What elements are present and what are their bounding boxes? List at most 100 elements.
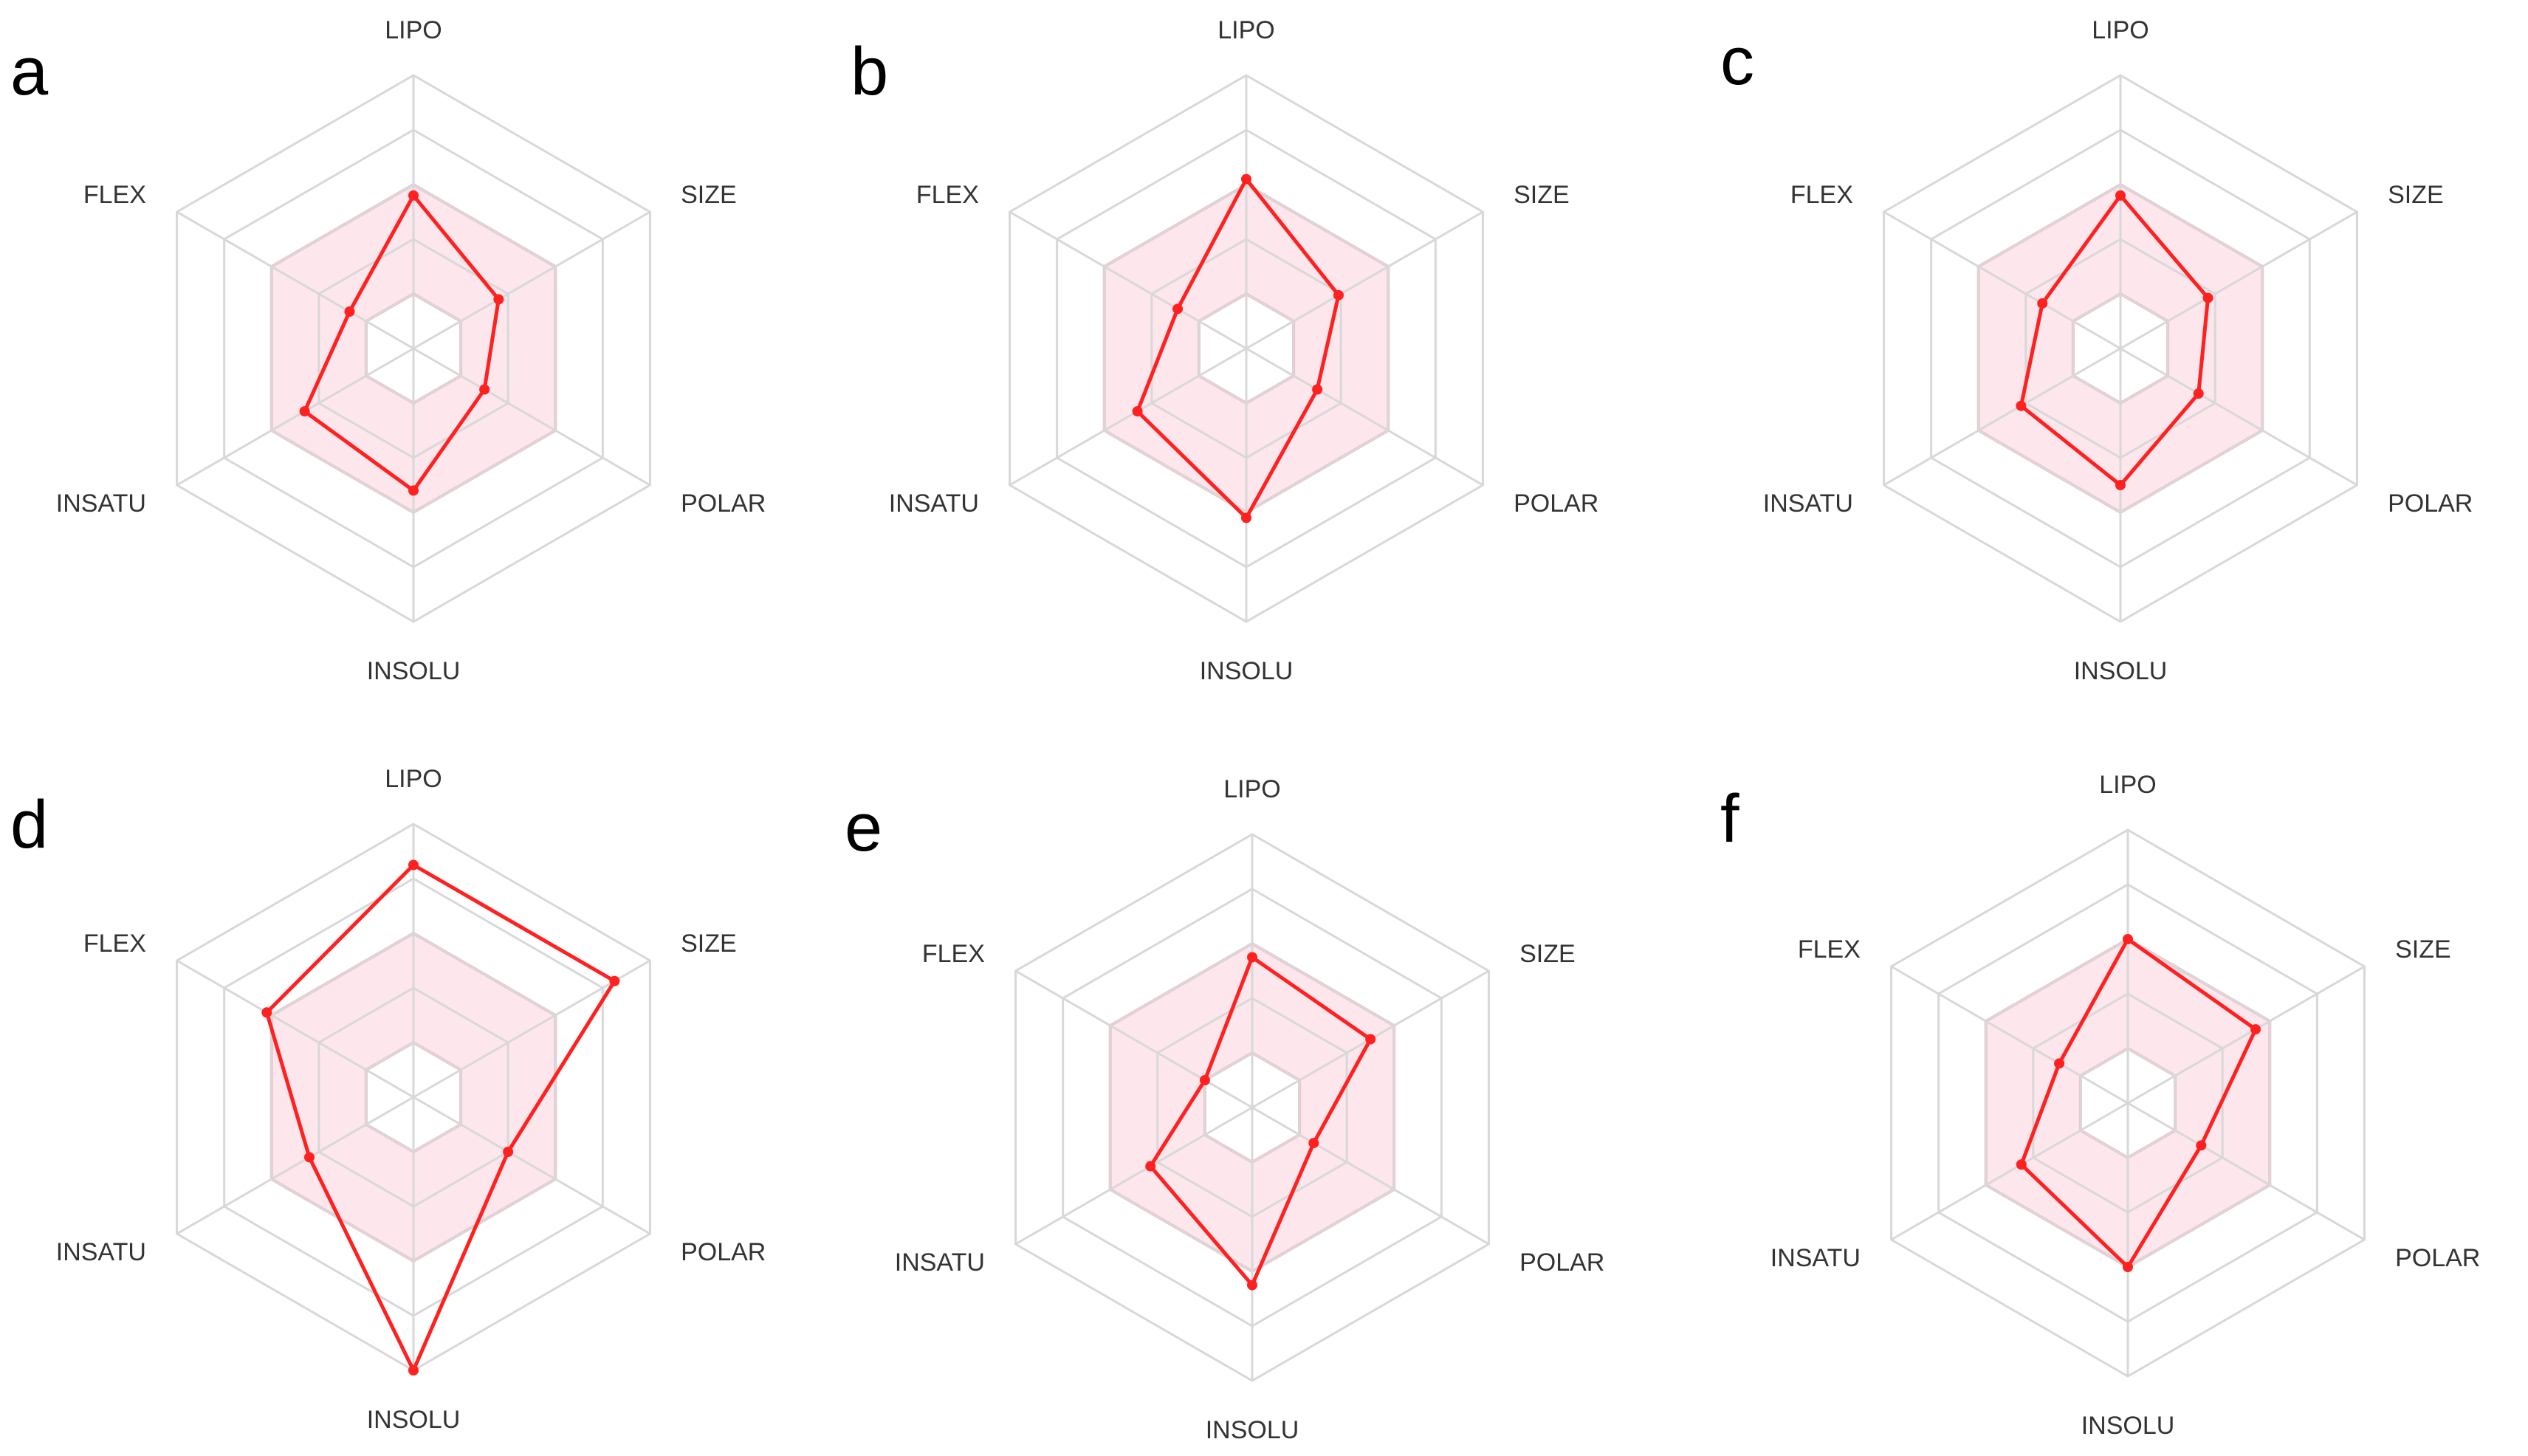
axis-label: FLEX [1798,935,1861,964]
radar-panel-b: b LIPO SIZE POLAR INSOLU INSATU FLEX [851,16,1598,685]
axis-label: FLEX [1790,181,1853,209]
radar-panel-e: e LIPO SIZE POLAR INSOLU INSATU FLEX [845,775,1604,1444]
panel-letter: c [1720,24,1754,99]
data-point [2037,298,2048,309]
data-point [299,406,310,417]
axis-spoke [176,210,414,350]
axis-label: INSOLU [367,1406,461,1434]
axis-label: POLAR [681,1238,766,1266]
axis-label: INSATU [56,1238,146,1266]
axis-spoke [176,1096,414,1235]
axis-label: FLEX [922,940,985,968]
axis-label: LIPO [1223,775,1280,803]
axis-spoke [1014,969,1253,1109]
data-point [2123,1262,2133,1272]
data-point [2123,934,2133,944]
data-point [2115,190,2126,201]
axis-spoke [1246,347,1484,487]
axis-label: POLAR [1519,1249,1604,1277]
axis-spoke [1890,1102,2129,1241]
data-point [261,1007,272,1018]
axis-spoke [413,210,651,350]
radar-panel-d: d LIPO SIZE POLAR INSOLU INSATU FLEX [10,765,766,1434]
axis-label: INSOLU [2081,1412,2175,1440]
axis-label: INSATU [1763,490,1853,518]
data-point [1247,1280,1257,1291]
data-point [344,306,355,317]
axis-label: SIZE [681,930,737,958]
axis-spoke [1014,1106,1253,1246]
axis-label: LIPO [1217,16,1274,44]
data-point [2054,1058,2065,1069]
axis-spoke [1246,210,1484,350]
axis-label: SIZE [1514,181,1570,209]
axis-spoke [2127,965,2366,1105]
data-point [479,384,490,395]
axis-spoke [2127,1102,2366,1241]
data-point [1308,1138,1319,1149]
data-point [1247,952,1257,963]
data-point [2193,388,2204,399]
data-point [408,190,419,201]
axis-label: INSATU [56,490,146,518]
data-point [408,859,419,870]
axis-label: INSATU [895,1249,985,1277]
data-point [1365,1034,1376,1045]
data-point [2016,400,2027,411]
axis-spoke [1890,965,2129,1105]
axis-spoke [1883,210,2121,350]
axis-label: SIZE [2388,181,2444,209]
radar-panel-c: c LIPO SIZE POLAR INSOLU INSATU FLEX [1720,16,2473,685]
axis-label: POLAR [2388,490,2473,518]
data-point [1312,384,1323,395]
data-point [1132,406,1143,417]
axis-label: INSOLU [367,657,461,685]
data-point [408,485,419,496]
axis-spoke [2120,210,2358,350]
panel-letter: d [10,787,48,862]
data-point [1145,1161,1156,1172]
data-point [1172,303,1184,315]
panel-letter: f [1720,781,1739,856]
axis-spoke [176,347,414,487]
data-point [503,1147,514,1157]
panel-letter: b [851,34,888,109]
axis-label: LIPO [385,16,442,44]
axis-label: INSOLU [1200,657,1294,685]
axis-label: INSATU [1770,1244,1861,1272]
panel-letter: a [10,34,49,109]
axis-label: LIPO [2092,16,2149,44]
data-point [1241,512,1251,523]
axis-label: LIPO [385,765,442,793]
axis-label: POLAR [681,490,766,518]
axis-spoke [413,347,651,487]
axis-spoke [1883,347,2121,487]
axis-label: INSOLU [1206,1416,1299,1444]
data-point [1241,174,1251,185]
axis-label: SIZE [681,181,737,209]
radar-panel-a: a LIPO SIZE POLAR INSOLU INSATU FLEX [10,16,766,685]
axis-label: FLEX [916,181,979,209]
axis-label: SIZE [1519,940,1576,968]
data-point [2202,292,2213,303]
data-point [2115,480,2126,490]
axis-label: FLEX [83,930,146,958]
data-point [1333,289,1344,301]
axis-label: INSATU [889,490,979,518]
data-point [2016,1159,2027,1170]
axis-label: POLAR [2395,1244,2480,1272]
axis-label: POLAR [1514,490,1598,518]
axis-spoke [1009,210,1247,350]
axis-spoke [1251,1106,1490,1246]
data-point [1199,1075,1210,1085]
axis-spoke [1009,347,1247,487]
radar-panel-f: f LIPO SIZE POLAR INSOLU INSATU FLEX [1720,771,2480,1440]
data-point [2196,1140,2207,1151]
data-point [493,294,504,305]
axis-label: FLEX [83,181,146,209]
data-point [304,1152,315,1163]
panel-letter: e [845,790,882,865]
data-point [408,1365,419,1376]
axis-label: INSOLU [2074,657,2168,685]
data-point [2250,1024,2261,1035]
